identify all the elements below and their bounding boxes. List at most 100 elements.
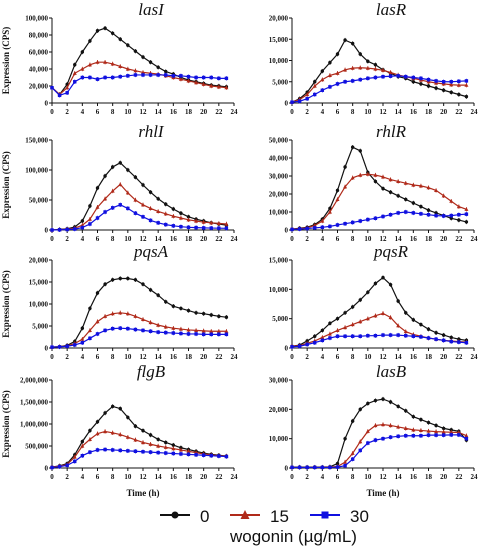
data-point <box>426 208 431 212</box>
data-point <box>388 282 393 287</box>
data-point <box>103 447 107 452</box>
data-point <box>209 83 214 88</box>
data-point <box>327 331 332 336</box>
data-point <box>366 333 370 338</box>
data-point <box>297 465 302 470</box>
data-point <box>156 450 160 455</box>
x-tick-label: 24 <box>231 108 239 116</box>
x-tick-label: 4 <box>81 108 85 116</box>
data-point <box>186 217 191 222</box>
data-point <box>388 213 393 217</box>
series-line <box>51 61 227 96</box>
data-point <box>457 340 461 344</box>
data-point <box>103 314 108 318</box>
series-30 <box>290 432 469 470</box>
data-point <box>358 65 363 70</box>
series-line <box>292 423 467 469</box>
data-point <box>88 336 92 341</box>
data-point <box>381 311 385 315</box>
x-tick-label: 18 <box>185 108 193 116</box>
data-point <box>366 59 370 64</box>
data-point <box>164 69 168 74</box>
data-point <box>426 84 431 88</box>
data-point <box>350 220 355 225</box>
data-point <box>126 326 130 331</box>
data-point <box>358 334 362 338</box>
data-point <box>457 92 461 97</box>
x-tick-label: 22 <box>455 353 463 361</box>
data-point <box>126 449 130 453</box>
data-point <box>464 79 469 83</box>
x-tick-label: 2 <box>305 353 309 361</box>
data-point <box>434 211 438 215</box>
data-point <box>118 406 122 411</box>
data-point <box>217 332 221 337</box>
data-point <box>350 334 355 338</box>
x-tick-label: 20 <box>200 235 208 243</box>
data-point <box>388 333 393 337</box>
axis-frame <box>291 18 474 104</box>
data-point <box>419 322 423 327</box>
data-point <box>133 449 138 453</box>
y-tick-label: 20,000 <box>269 191 289 199</box>
data-point <box>305 97 309 101</box>
y-tick-label: 500,000 <box>25 443 48 451</box>
data-point <box>201 82 206 86</box>
data-point <box>201 328 206 333</box>
x-tick-label: 16 <box>170 108 178 116</box>
data-point <box>404 74 408 79</box>
x-tick-label: 10 <box>124 108 132 116</box>
data-point <box>373 423 378 428</box>
data-point <box>365 65 370 70</box>
data-point <box>381 275 385 280</box>
data-point <box>404 333 408 338</box>
data-point <box>73 63 77 67</box>
data-point <box>434 213 438 218</box>
y-tick-label: 0 <box>285 465 289 473</box>
data-point <box>320 225 325 229</box>
data-point <box>72 454 77 459</box>
data-point <box>141 440 145 445</box>
x-tick-label: 2 <box>65 353 69 361</box>
series-line <box>291 67 467 103</box>
x-tick-label: 10 <box>364 353 372 361</box>
data-point <box>80 337 85 341</box>
data-point <box>343 459 348 464</box>
y-tick-label: 10,000 <box>269 57 289 65</box>
data-point <box>141 70 145 74</box>
data-point <box>87 62 92 67</box>
data-point <box>456 82 461 87</box>
data-point <box>396 299 400 303</box>
x-tick-label: 22 <box>215 108 223 116</box>
data-point <box>194 80 199 85</box>
data-point <box>343 222 347 226</box>
data-point <box>350 322 355 327</box>
data-point <box>186 215 191 219</box>
data-point <box>449 90 453 95</box>
data-point <box>118 326 122 330</box>
data-point <box>335 328 340 332</box>
data-point <box>343 436 347 441</box>
data-point <box>457 433 461 437</box>
data-point <box>449 339 453 344</box>
data-point <box>126 415 130 420</box>
x-tick-label: 8 <box>351 353 355 361</box>
data-point <box>201 220 206 224</box>
data-point <box>373 172 378 177</box>
data-point <box>156 322 161 327</box>
data-point <box>305 339 309 343</box>
data-point <box>171 443 176 447</box>
x-tick-label: 12 <box>140 353 148 361</box>
data-point <box>411 75 416 80</box>
data-point <box>186 74 191 79</box>
x-axis-label: Time (h) <box>366 488 399 498</box>
data-point <box>201 226 206 230</box>
data-point <box>141 183 145 187</box>
legend-label-0: 0 <box>200 507 210 526</box>
data-point <box>343 165 347 169</box>
data-point <box>95 186 100 190</box>
x-tick-label: 4 <box>81 473 85 481</box>
x-tick-label: 14 <box>155 353 163 361</box>
data-point <box>201 75 206 80</box>
